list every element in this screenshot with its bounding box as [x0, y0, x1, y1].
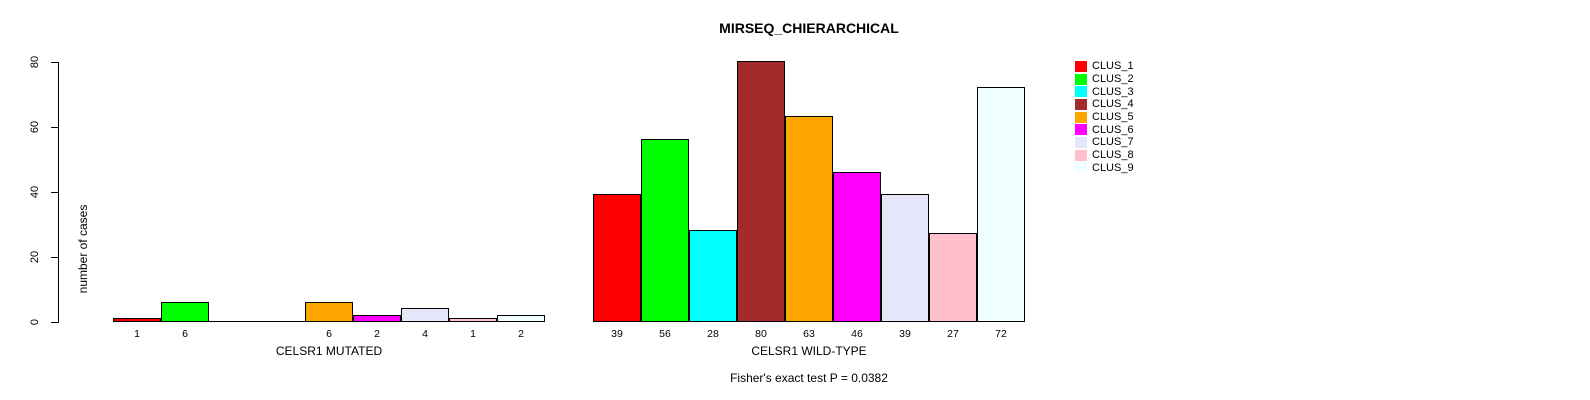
y-axis-tick — [51, 62, 59, 63]
y-axis: number of cases 0 20 40 60 80 — [29, 56, 90, 325]
y-axis-tick-label: 60 — [29, 120, 41, 134]
legend-label: CLUS_5 — [1092, 111, 1134, 124]
legend-swatch — [1075, 149, 1087, 161]
legend-label: CLUS_1 — [1092, 60, 1134, 73]
legend-item-clus_2: CLUS_2 — [1075, 73, 1134, 86]
bar-value-labels-mutated: 1 6 6 2 4 1 2 — [113, 328, 545, 340]
bar-value-label — [257, 328, 305, 340]
y-axis-label: number of cases — [76, 204, 90, 294]
legend-label: CLUS_6 — [1092, 123, 1134, 136]
bar-group-wild-type — [593, 61, 1025, 322]
bar-value-label: 27 — [947, 328, 959, 340]
bar-clus_2 — [161, 301, 209, 321]
bar-clus_1 — [113, 317, 161, 321]
y-axis-tick — [51, 322, 59, 323]
bar-clus_3 — [689, 230, 737, 321]
y-axis-tick — [51, 192, 59, 193]
bar-value-label: 1 — [134, 328, 140, 340]
bar-value-label: 1 — [470, 328, 476, 340]
bar-value-label: 28 — [707, 328, 719, 340]
bar-clus_7 — [401, 308, 449, 321]
legend-swatch — [1075, 136, 1087, 148]
bar-clus_7 — [881, 194, 929, 321]
bar-clus_2 — [641, 139, 689, 321]
bar-value-label: 63 — [803, 328, 815, 340]
legend-item-clus_6: CLUS_6 — [1075, 123, 1134, 136]
bar-value-label: 6 — [326, 328, 332, 340]
legend-item-clus_1: CLUS_1 — [1075, 60, 1134, 73]
bar-value-label: 56 — [659, 328, 671, 340]
bar-value-label — [209, 328, 257, 340]
y-axis-tick-label: 40 — [29, 185, 41, 199]
legend-label: CLUS_2 — [1092, 73, 1134, 86]
bar-clus_8 — [449, 317, 497, 321]
legend-item-clus_4: CLUS_4 — [1075, 98, 1134, 111]
bar-clus_8 — [929, 233, 977, 321]
bar-clus_5 — [305, 301, 353, 321]
x-axis-label-mutated: CELSR1 MUTATED — [275, 344, 383, 358]
bar-clus_1 — [593, 194, 641, 321]
legend-item-clus_9: CLUS_9 — [1075, 162, 1134, 175]
x-axis-label-wild-type: CELSR1 WILD-TYPE — [751, 344, 867, 358]
y-axis-tick-label: 20 — [29, 250, 41, 264]
bar-clus_9 — [977, 87, 1025, 321]
bar-value-label: 2 — [374, 328, 380, 340]
y-axis-tick — [51, 127, 59, 128]
legend-item-clus_8: CLUS_8 — [1075, 149, 1134, 162]
y-axis-tick-label: 80 — [29, 55, 41, 69]
legend-label: CLUS_8 — [1092, 149, 1134, 162]
legend-label: CLUS_9 — [1092, 161, 1134, 174]
group-celsr1-mutated: 1 6 6 2 4 1 2 CELSR1 MUTATED — [113, 62, 545, 358]
bar-clus_6 — [833, 171, 881, 321]
y-axis-tick — [51, 257, 59, 258]
legend-item-clus_7: CLUS_7 — [1075, 136, 1134, 149]
legend-swatch — [1075, 60, 1087, 72]
legend-label: CLUS_4 — [1092, 98, 1134, 111]
legend-label: CLUS_3 — [1092, 85, 1134, 98]
bar-value-label: 39 — [611, 328, 623, 340]
bar-clus_9 — [497, 314, 545, 321]
bar-value-label: 2 — [518, 328, 524, 340]
bar-value-label: 72 — [995, 328, 1007, 340]
legend-item-clus_5: CLUS_5 — [1075, 111, 1134, 124]
legend-swatch — [1075, 111, 1087, 123]
bar-clus_6 — [353, 314, 401, 321]
bar-group-mutated — [113, 62, 545, 322]
bar-value-label: 4 — [422, 328, 428, 340]
legend-item-clus_3: CLUS_3 — [1075, 85, 1134, 98]
group-celsr1-wild-type: 39 56 28 80 63 46 39 27 72 CELSR1 WILD-TYPE — [593, 61, 1025, 358]
legend-swatch — [1075, 124, 1087, 136]
legend: CLUS_1 CLUS_2 CLUS_3 CLUS_4 CLUS_5 CLUS_6 CLUS… — [1075, 60, 1134, 174]
legend-swatch — [1075, 73, 1087, 85]
legend-label: CLUS_7 — [1092, 136, 1134, 149]
bar-clus_5 — [785, 116, 833, 321]
bar-value-label: 39 — [899, 328, 911, 340]
legend-swatch — [1075, 98, 1087, 110]
chart-title: MIRSEQ_CHIERARCHICAL — [719, 20, 899, 36]
bar-value-labels-wild-type: 39 56 28 80 63 46 39 27 72 — [593, 328, 1025, 340]
fisher-test-note: Fisher's exact test P = 0.0382 — [730, 371, 888, 385]
legend-swatch — [1075, 162, 1087, 174]
bar-value-label: 6 — [182, 328, 188, 340]
bar-value-label: 46 — [851, 328, 863, 340]
bar-clus_4 — [737, 61, 785, 321]
legend-swatch — [1075, 86, 1087, 98]
y-axis-tick-label: 0 — [29, 318, 41, 326]
bar-value-label: 80 — [755, 328, 767, 340]
